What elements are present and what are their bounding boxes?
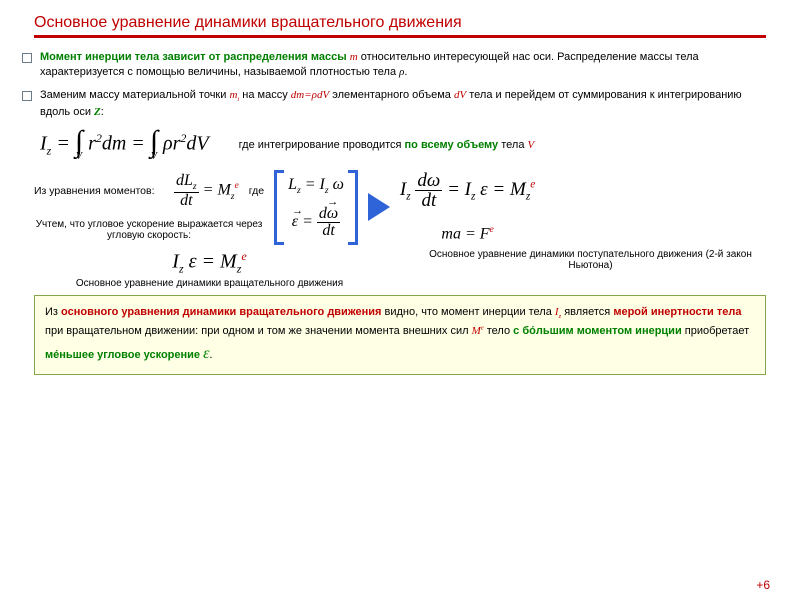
eq-integral-note: где интегрирование проводится по всему о… [239,139,535,151]
captions-row: Iz ε = Mze Основное уравнение динамики в… [34,249,766,290]
eq-integral: Iz = ∫V r2dm = ∫V ρr2dV [40,128,209,162]
derivation-row: Из уравнения моментов: dLzdt = Mze где У… [34,170,766,245]
bracket-group: Lz = Iz ω ε = dωdt [274,170,358,245]
bullet-2: Заменим массу материальной точки mi на м… [22,88,766,120]
eq-Lz: Lz = Iz ω [288,176,344,196]
bullet-icon [22,91,32,101]
bullet-1: Момент инерции тела зависит от распредел… [22,50,766,80]
page-number: +6 [756,578,770,592]
page-title: Основное уравнение динамики вращательног… [34,14,766,32]
bullet-2-text: Заменим массу материальной точки mi на м… [40,88,766,120]
cap-right: Основное уравнение динамики поступательн… [415,249,766,271]
eq-newton: ma = Fe [441,224,493,243]
where-label: где [249,185,264,197]
title-rule [34,35,766,38]
eq-moments: dLzdt = Mze [174,173,239,209]
eq-integral-row: Iz = ∫V r2dm = ∫V ρr2dV где интегрирован… [40,128,766,162]
conclusion-box: Из основного уравнения динамики вращател… [34,295,766,375]
bullet-icon [22,53,32,63]
bullet-1-text: Момент инерции тела зависит от распредел… [40,50,766,80]
cap-left: Основное уравнение динамики вращательног… [76,278,343,289]
eq-rotational: Iz ε = Mze [172,249,246,277]
slide: Основное уравнение динамики вращательног… [0,0,800,600]
moments-label: Из уравнения моментов: [34,185,164,197]
angular-note: Учтем, что угловое ускорение выражается … [34,219,264,241]
eq-eps: ε = dωdt [292,206,340,239]
eq-result: Iz dωdt = Iz ε = Mze [400,171,535,210]
arrow-icon [368,193,390,221]
